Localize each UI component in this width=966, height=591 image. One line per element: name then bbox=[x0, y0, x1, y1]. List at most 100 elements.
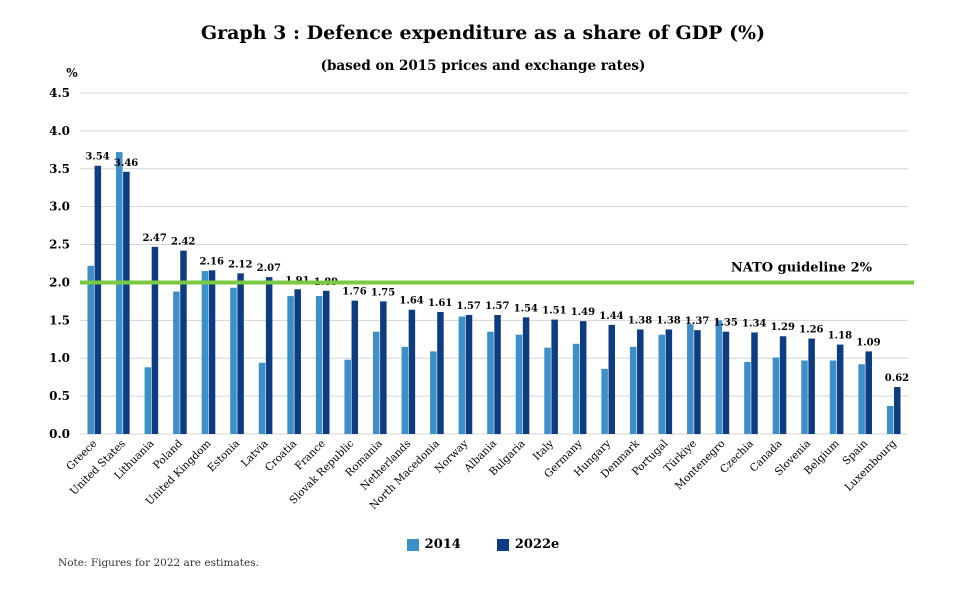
data-label: 1.35 bbox=[713, 318, 737, 329]
legend-item-2022e: 2022e bbox=[496, 537, 560, 552]
bar-2022e-21 bbox=[694, 330, 701, 434]
legend-label-2014: 2014 bbox=[424, 537, 461, 552]
data-label: 1.37 bbox=[685, 316, 709, 327]
data-label: 1.38 bbox=[656, 315, 680, 326]
bar-2014-7 bbox=[287, 296, 294, 434]
bar-2014-8 bbox=[315, 296, 323, 434]
y-tick-label: 4.5 bbox=[49, 86, 70, 100]
data-label: 1.51 bbox=[542, 306, 566, 317]
legend-swatch-2022e bbox=[496, 538, 509, 551]
data-label: 2.07 bbox=[257, 263, 281, 274]
y-tick-label: 2.0 bbox=[49, 275, 70, 289]
bar-2022e-24 bbox=[779, 336, 787, 434]
bar-2014-20 bbox=[658, 334, 666, 434]
bar-2014-11 bbox=[401, 346, 409, 434]
legend-swatch-2014 bbox=[406, 538, 419, 551]
nato-guideline-label: NATO guideline 2% bbox=[731, 260, 873, 275]
bar-2014-25 bbox=[801, 360, 808, 434]
bar-2014-0 bbox=[87, 265, 94, 434]
bar-2022e-25 bbox=[808, 338, 815, 434]
data-label: 2.16 bbox=[200, 256, 224, 267]
bar-2014-5 bbox=[230, 287, 237, 434]
data-label: 1.18 bbox=[828, 331, 852, 342]
x-tick-label: Croatia bbox=[263, 438, 299, 474]
bar-2014-15 bbox=[515, 334, 523, 434]
bar-2014-1 bbox=[116, 152, 123, 434]
y-tick-label: 1.0 bbox=[49, 351, 70, 365]
bar-2022e-13 bbox=[465, 315, 473, 434]
chart-subtitle: (based on 2015 prices and exchange rates… bbox=[320, 58, 646, 74]
data-label: 1.34 bbox=[742, 318, 766, 329]
bar-2014-4 bbox=[201, 271, 209, 434]
bar-2014-16 bbox=[544, 347, 551, 434]
bar-2022e-8 bbox=[322, 290, 330, 434]
y-axis-label: % bbox=[66, 66, 78, 80]
bar-2022e-26 bbox=[836, 344, 844, 434]
data-label: 1.44 bbox=[599, 311, 623, 322]
bar-2022e-20 bbox=[665, 329, 673, 434]
bar-2022e-0 bbox=[94, 165, 102, 434]
data-label: 2.47 bbox=[142, 233, 166, 244]
bar-2022e-2 bbox=[151, 246, 159, 434]
bar-2022e-23 bbox=[751, 332, 758, 434]
y-tick-label: 2.5 bbox=[49, 238, 70, 252]
data-label: 1.75 bbox=[371, 287, 395, 298]
data-label: 1.61 bbox=[428, 298, 452, 309]
bar-2022e-5 bbox=[237, 273, 244, 434]
data-label: 1.57 bbox=[457, 301, 481, 312]
y-tick-label: 0.0 bbox=[49, 427, 70, 441]
data-label: 1.09 bbox=[856, 337, 880, 348]
y-tick-label: 3.5 bbox=[49, 162, 70, 176]
data-label: 3.54 bbox=[85, 152, 109, 163]
chart-title: Graph 3 : Defence expenditure as a share… bbox=[200, 22, 766, 44]
data-label: 3.46 bbox=[114, 158, 138, 169]
bar-2022e-3 bbox=[180, 250, 187, 434]
bar-2014-23 bbox=[744, 362, 751, 434]
bar-2022e-22 bbox=[722, 331, 730, 434]
chart-legend: 2014 2022e bbox=[0, 537, 966, 552]
bar-2014-2 bbox=[144, 367, 152, 434]
x-tick-label: Estonia bbox=[205, 438, 242, 475]
bar-2022e-15 bbox=[522, 317, 530, 434]
bar-2022e-12 bbox=[437, 311, 444, 434]
data-label: 1.54 bbox=[514, 303, 538, 314]
bar-2022e-11 bbox=[408, 309, 416, 434]
data-label: 1.38 bbox=[628, 315, 652, 326]
x-tick-label: Italy bbox=[531, 438, 556, 463]
data-label: 1.76 bbox=[342, 287, 366, 298]
x-tick-label: Luxembourg bbox=[843, 437, 899, 493]
data-label: 1.49 bbox=[571, 307, 595, 318]
bar-2022e-9 bbox=[351, 300, 359, 434]
bar-2014-27 bbox=[858, 364, 865, 434]
bar-2022e-17 bbox=[579, 321, 587, 434]
bar-2022e-1 bbox=[123, 171, 130, 434]
bar-2022e-19 bbox=[637, 329, 644, 434]
legend-label-2022e: 2022e bbox=[514, 537, 560, 552]
bar-2014-18 bbox=[601, 368, 608, 434]
y-tick-label: 3.0 bbox=[49, 200, 70, 214]
bar-2014-10 bbox=[372, 331, 380, 434]
y-tick-label: 0.5 bbox=[49, 389, 70, 403]
bar-2014-21 bbox=[687, 324, 694, 434]
data-label: 1.64 bbox=[399, 296, 423, 307]
legend-item-2014: 2014 bbox=[406, 537, 461, 552]
y-tick-label: 1.5 bbox=[49, 313, 70, 327]
bar-2014-24 bbox=[772, 357, 780, 434]
data-label: 0.62 bbox=[885, 373, 909, 384]
bar-2022e-14 bbox=[494, 315, 501, 434]
bar-2022e-28 bbox=[894, 387, 901, 434]
bar-2022e-10 bbox=[380, 301, 387, 434]
bar-2022e-16 bbox=[551, 319, 558, 434]
bar-2022e-27 bbox=[865, 351, 872, 434]
footnote: Note: Figures for 2022 are estimates. bbox=[58, 557, 259, 569]
bar-2014-19 bbox=[629, 346, 637, 434]
data-label: 2.42 bbox=[171, 237, 195, 248]
data-label: 1.26 bbox=[799, 325, 823, 336]
bar-2022e-7 bbox=[294, 289, 301, 434]
bar-2014-22 bbox=[715, 320, 723, 434]
bar-2014-28 bbox=[886, 405, 894, 434]
bar-2022e-18 bbox=[608, 324, 616, 434]
y-tick-label: 4.0 bbox=[49, 124, 70, 138]
data-label: 2.12 bbox=[228, 259, 252, 270]
